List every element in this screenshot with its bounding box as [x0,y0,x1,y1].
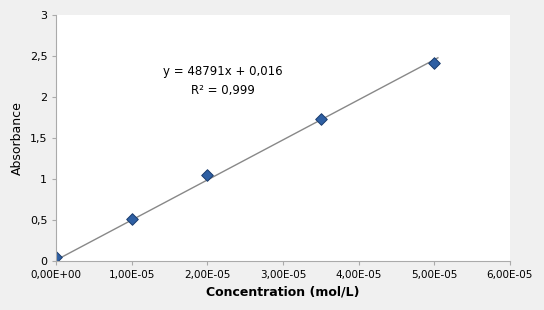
Point [430,60,438,65]
Point [203,173,212,178]
Y-axis label: Absorbance: Absorbance [11,101,24,175]
Point [52,255,61,260]
Point [127,216,136,221]
Point [317,116,325,121]
X-axis label: Concentration (mol/L): Concentration (mol/L) [206,286,360,299]
Text: y = 48791x + 0,016
R² = 0,999: y = 48791x + 0,016 R² = 0,999 [163,65,282,97]
